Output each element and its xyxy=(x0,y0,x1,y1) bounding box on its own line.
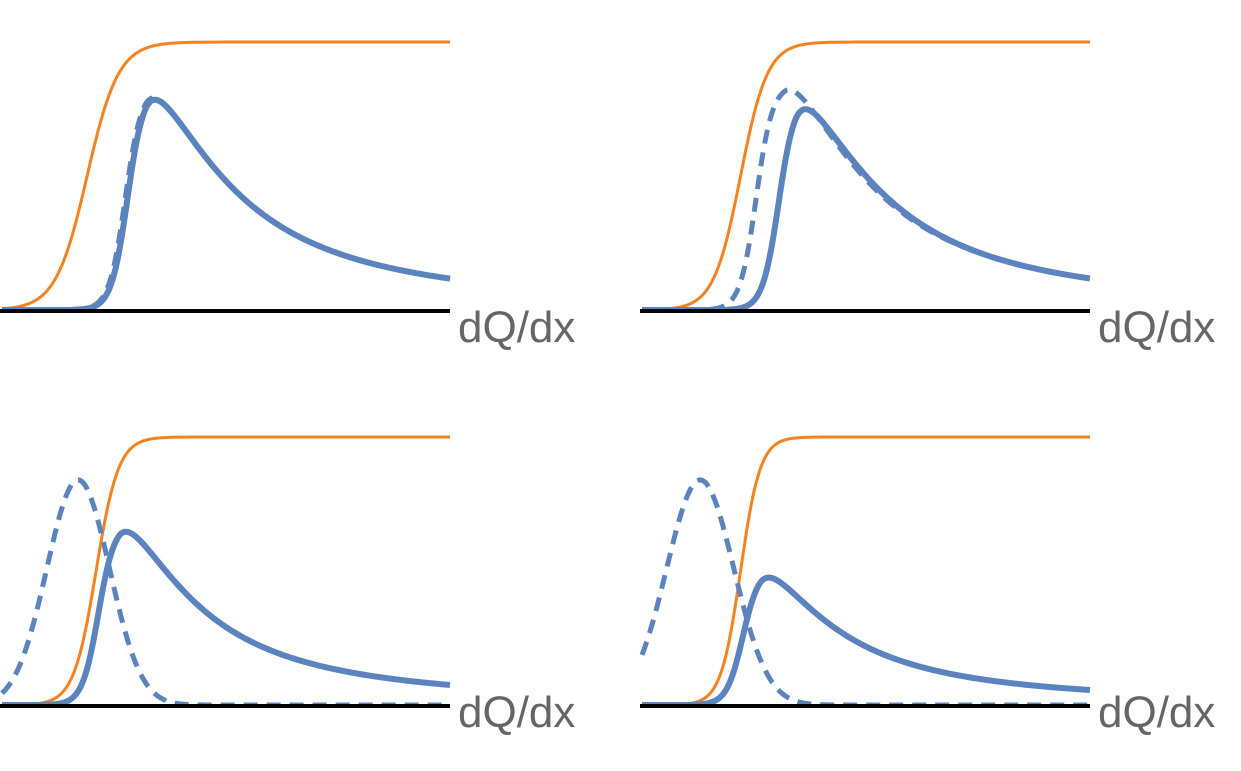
series-orange-solid-3 xyxy=(1,435,451,707)
x-axis-label-3: dQ/dx xyxy=(458,688,576,737)
x-axis-label-4: dQ/dx xyxy=(1098,688,1216,737)
chart-panel-1: dQ/dx xyxy=(0,10,600,370)
series-blue-dashed-1 xyxy=(0,95,452,313)
series-blue-solid-4 xyxy=(640,574,1092,708)
series-blue-solid-1 xyxy=(0,96,452,313)
chart-panel-2: dQ/dx xyxy=(640,10,1240,370)
series-blue-solid-2 xyxy=(640,106,1092,313)
chart-panel-3: dQ/dx xyxy=(0,405,600,765)
chart-plot-3 xyxy=(0,435,452,708)
chart-plot-2 xyxy=(640,40,1092,313)
series-orange-solid-2 xyxy=(641,40,1091,312)
series-blue-dashed-2 xyxy=(640,87,1092,313)
x-axis-label-1: dQ/dx xyxy=(458,303,576,352)
chart-plot-1 xyxy=(0,40,452,313)
chart-plot-4 xyxy=(639,435,1092,708)
series-orange-solid-1 xyxy=(1,40,451,311)
series-orange-solid-4 xyxy=(641,435,1091,707)
series-blue-dashed-4 xyxy=(639,477,1092,708)
series-blue-dashed-3 xyxy=(0,477,452,708)
x-axis-label-2: dQ/dx xyxy=(1098,303,1216,352)
series-blue-solid-3 xyxy=(0,528,452,708)
chart-panel-4: dQ/dx xyxy=(639,405,1240,765)
